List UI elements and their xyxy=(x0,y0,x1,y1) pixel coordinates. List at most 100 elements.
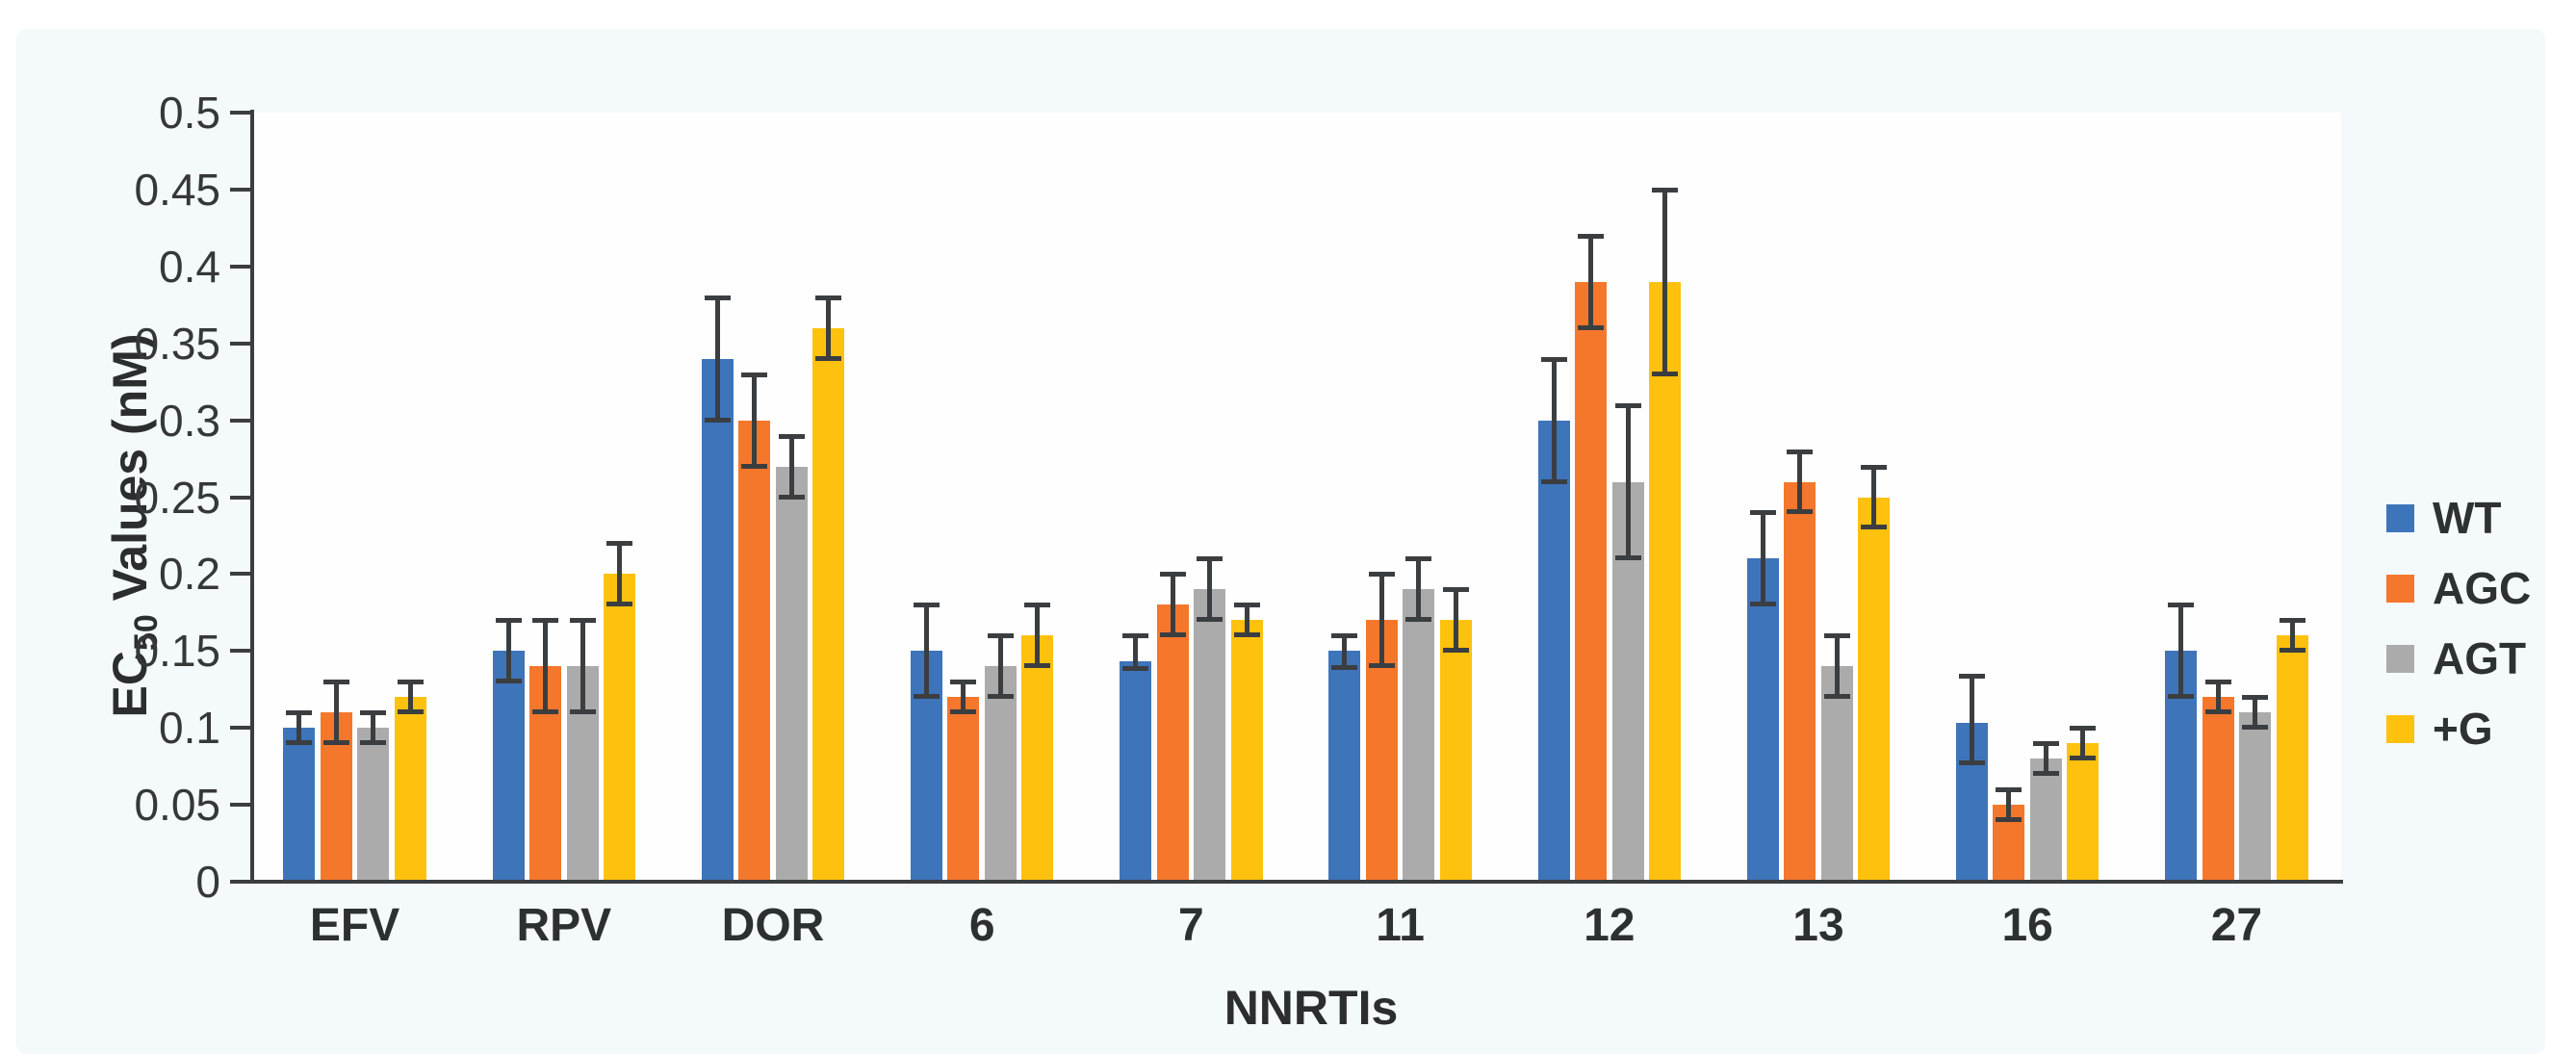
error-bar-AGT-6 xyxy=(997,635,1003,698)
error-bar-AGC-13 xyxy=(1797,450,1803,513)
error-bar-+G-DOR xyxy=(826,296,832,359)
error-cap-top xyxy=(1197,556,1224,562)
y-tick-label: 0.05 xyxy=(134,780,220,831)
error-cap-top xyxy=(1614,402,1641,408)
error-bar-AGC-EFV xyxy=(333,681,339,744)
error-cap-top xyxy=(1233,603,1260,608)
bar-AGC-12 xyxy=(1575,281,1608,882)
y-tick-label: 0.2 xyxy=(159,549,220,600)
bar-AGC-7 xyxy=(1156,604,1189,882)
error-cap-bottom xyxy=(2242,725,2269,731)
bar-AGT-EFV xyxy=(357,728,390,882)
error-cap-top xyxy=(1823,633,1850,639)
error-bar-AGT-12 xyxy=(1625,404,1631,559)
error-bar-AGT-RPV xyxy=(580,620,585,713)
error-bar-AGC-27 xyxy=(2215,681,2221,713)
y-tick-mark xyxy=(230,111,250,115)
error-bar-+G-11 xyxy=(1453,589,1458,652)
y-tick-label: 0.35 xyxy=(134,318,220,369)
bar-AGC-DOR xyxy=(738,420,771,882)
y-tick-label: 0.3 xyxy=(159,395,220,446)
y-tick-label: 0.45 xyxy=(134,164,220,215)
error-cap-bottom xyxy=(1442,648,1469,654)
bar-+G-27 xyxy=(2276,635,2308,882)
error-cap-top xyxy=(2168,603,2195,608)
error-cap-bottom xyxy=(778,494,805,500)
error-cap-bottom xyxy=(1024,663,1051,669)
y-tick-mark xyxy=(230,495,250,500)
legend-item-WT: WT xyxy=(2386,490,2531,546)
error-cap-bottom xyxy=(1540,478,1567,484)
x-axis-spine xyxy=(248,880,2343,884)
bar-+G-6 xyxy=(1021,635,1054,882)
error-cap-bottom xyxy=(2032,771,2059,777)
legend-swatch-+G xyxy=(2386,714,2414,743)
bar-+G-EFV xyxy=(394,697,426,882)
error-cap-bottom xyxy=(1861,525,1888,530)
error-bar-AGT-13 xyxy=(1834,635,1840,698)
error-cap-top xyxy=(2070,726,2097,732)
error-bar-AGT-DOR xyxy=(788,435,794,498)
bar-AGT-7 xyxy=(1194,589,1226,882)
error-cap-bottom xyxy=(1122,666,1149,672)
error-cap-bottom xyxy=(1823,694,1850,700)
error-bar-AGT-EFV xyxy=(371,712,376,744)
bar-+G-16 xyxy=(2067,743,2099,882)
error-bar-+G-16 xyxy=(2080,728,2086,759)
error-bar-AGC-11 xyxy=(1378,574,1384,667)
error-cap-top xyxy=(1749,510,1776,516)
error-cap-bottom xyxy=(1958,759,1985,765)
x-axis-title: NNRTIs xyxy=(1224,981,1399,1035)
error-cap-top xyxy=(1578,233,1605,239)
error-cap-top xyxy=(1787,449,1814,454)
error-cap-bottom xyxy=(2204,709,2231,715)
error-bar-WT-RPV xyxy=(505,620,511,682)
y-tick-mark xyxy=(230,187,250,192)
error-cap-bottom xyxy=(2168,694,2195,700)
error-bar-AGT-11 xyxy=(1416,558,1422,621)
x-tick-label-7: 7 xyxy=(1178,900,1204,951)
error-cap-bottom xyxy=(1578,324,1605,330)
error-cap-bottom xyxy=(913,694,940,700)
bar-WT-DOR xyxy=(701,358,734,882)
error-bar-+G-RPV xyxy=(617,543,623,605)
error-cap-bottom xyxy=(987,694,1014,700)
y-axis-spine xyxy=(250,110,254,882)
bar-AGT-11 xyxy=(1403,589,1435,882)
error-cap-bottom xyxy=(1614,555,1641,561)
error-bar-+G-13 xyxy=(1871,466,1877,528)
bar-AGC-13 xyxy=(1784,481,1816,882)
error-bar-WT-DOR xyxy=(714,296,720,421)
error-bar-AGC-DOR xyxy=(752,373,758,467)
bar-AGT-DOR xyxy=(775,466,808,882)
error-bar-AGC-7 xyxy=(1170,574,1175,636)
error-cap-top xyxy=(360,710,387,716)
bar-AGC-6 xyxy=(947,697,980,882)
error-bar-WT-EFV xyxy=(296,712,302,744)
error-cap-top xyxy=(1442,587,1469,593)
bar-+G-11 xyxy=(1439,620,1472,882)
error-cap-bottom xyxy=(532,709,559,715)
error-cap-top xyxy=(987,633,1014,639)
bar-WT-13 xyxy=(1746,558,1779,882)
bar-WT-EFV xyxy=(283,728,316,882)
plot-area xyxy=(250,113,2341,882)
figure-card: EC50 Values (nM) NNRTIs 0 0.05 0.1 0.15 0.2 0… xyxy=(16,29,2545,1054)
error-cap-top xyxy=(950,680,977,685)
error-cap-bottom xyxy=(286,740,313,746)
error-cap-top xyxy=(1159,572,1186,578)
error-bar-AGT-7 xyxy=(1207,558,1213,621)
error-cap-top xyxy=(1861,464,1888,470)
legend-label-+G: +G xyxy=(2433,704,2493,754)
error-cap-bottom xyxy=(1233,632,1260,638)
error-bar-+G-12 xyxy=(1662,189,1668,374)
x-tick-label-27: 27 xyxy=(2210,900,2263,951)
error-cap-top xyxy=(322,680,349,685)
error-bar-WT-7 xyxy=(1133,635,1139,670)
error-cap-top xyxy=(778,433,805,439)
error-cap-top xyxy=(532,618,559,624)
error-cap-bottom xyxy=(397,709,424,715)
error-cap-top xyxy=(1024,603,1051,608)
error-cap-bottom xyxy=(1331,664,1358,670)
